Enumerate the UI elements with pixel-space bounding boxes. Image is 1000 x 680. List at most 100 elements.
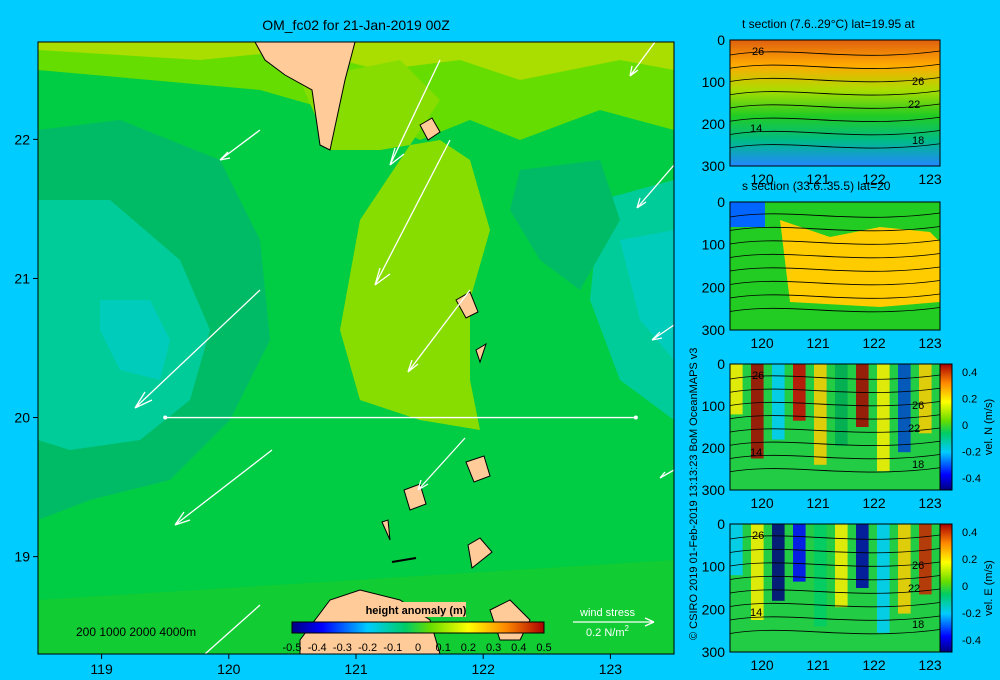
panel-x-tick-label: 120 [750, 657, 774, 673]
panel-contour-label: 14 [750, 447, 762, 459]
panel-colorbar-tick: 0.4 [962, 367, 977, 379]
panel-contour [729, 63, 941, 69]
panel-contour [729, 212, 941, 218]
panel-colorbar-tick: 0 [962, 420, 968, 432]
panel-contour-label: 26 [752, 46, 764, 58]
panel-velocity-band [898, 364, 911, 453]
panel-velocity-band [856, 524, 869, 588]
panel-y-tick-label: 200 [702, 440, 726, 456]
colorbar-tick-label: 0.3 [486, 642, 501, 654]
panel-colorbar-strip [939, 523, 953, 653]
panel-colorbar-tick: 0.4 [962, 527, 977, 539]
panel-x-tick-label: 120 [750, 171, 774, 187]
colorbar-strip [291, 621, 545, 634]
panel-contour [729, 454, 941, 460]
wind-arrow [134, 289, 261, 409]
section-panel-4: 26 26 22 14 18 120 121 122 123 0 100 200 300 0.4 0.2 0 -… [702, 516, 995, 673]
panel-salinity-max [780, 220, 940, 307]
panel-y-tick-label: 0 [717, 516, 725, 532]
panel-colorbar-label: vel. N (m/s) [983, 399, 995, 455]
panel-y-tick-label: 0 [717, 194, 725, 210]
panel-velocity-band [898, 524, 911, 614]
colorbar-tick-label: -0.5 [283, 642, 302, 654]
panel-contour [729, 143, 941, 149]
panel-y-tick-label: 0 [717, 356, 725, 372]
map-axes: 119 120 121 122 123 22 21 20 19 [14, 131, 622, 677]
map-field-west-lowest [100, 300, 170, 380]
colorbar-tick-label: 0.4 [511, 642, 526, 654]
panel-velocity-band [877, 364, 890, 472]
wind-arrow [636, 164, 674, 209]
panel-y-tick-label: 200 [702, 116, 726, 132]
wind-arrow [651, 324, 674, 341]
panel-y-tick-label: 100 [702, 74, 726, 90]
panel-frame [729, 39, 941, 167]
land-island-5 [403, 483, 427, 511]
panel-velocity-band [751, 524, 764, 620]
credit-text: © CSIRO 2019 01-Feb-2019 13:13:23 BoM Oc… [688, 348, 700, 640]
panel-contour-label: 22 [908, 99, 920, 111]
panel-x-tick-label: 123 [918, 335, 942, 351]
wind-arrow [204, 604, 261, 654]
panel-contour [729, 239, 941, 245]
y-tick-label: 19 [14, 549, 30, 565]
panel-velocity-band [730, 364, 743, 415]
height-anomaly-colorbar: height anomaly (m) -0.5 -0.4 -0.3 -0.2 -0.1 0… [283, 602, 552, 654]
panel-colorbar-tick: -0.4 [962, 473, 981, 485]
y-tick-label: 21 [14, 270, 30, 286]
panel-colorbar-tick: -0.2 [962, 447, 981, 459]
x-tick-label: 121 [344, 661, 368, 677]
panel-contour [729, 307, 941, 313]
panel-contour [729, 90, 941, 96]
panel-contour [729, 387, 941, 393]
colorbar-tick-label: 0 [415, 642, 421, 654]
panel-contour [729, 534, 941, 540]
panel-velocity-band [772, 364, 785, 440]
panel-contour [729, 280, 941, 286]
colorbar-tick-label: -0.4 [308, 642, 327, 654]
panel-contour-label: 18 [912, 459, 924, 471]
panel-contour-label: 18 [912, 619, 924, 631]
panel-contour [729, 116, 941, 122]
panel-contour-label: 26 [752, 530, 764, 542]
panel-velocity-band [751, 364, 764, 459]
panel-contour [729, 427, 941, 433]
colorbar-tick-label: 0.1 [436, 642, 451, 654]
colorbar-tick-label: -0.1 [383, 642, 402, 654]
x-tick-label: 119 [90, 661, 113, 677]
panel-x-tick-label: 121 [806, 171, 830, 187]
panel-contour [729, 374, 941, 380]
colorbar-title: height anomaly (m) [366, 605, 467, 617]
section-panel-2: s section (33.6..35.5) lat=20 120 121 122 12… [702, 179, 942, 351]
panel-contour [729, 588, 941, 594]
panel-contour [729, 602, 941, 608]
section-panel-3: 26 26 22 14 18 120 121 122 123 0 100 200 300 0.4 0.2 0 -… [702, 356, 995, 511]
wind-arrow [629, 42, 656, 77]
panel-contour [729, 226, 941, 232]
y-tick-label: 22 [14, 131, 30, 147]
panel-velocity-band [793, 524, 806, 582]
panel-x-tick-label: 123 [918, 657, 942, 673]
panel-x-tick-label: 120 [750, 335, 774, 351]
panel-contour [729, 467, 941, 473]
panel-contour-label: 14 [750, 123, 762, 135]
map-field-east-mid [510, 160, 620, 290]
wind-scale: 0.2 N/m2 [586, 624, 630, 639]
panel-frame [729, 201, 941, 331]
panel-x-tick-label: 122 [862, 495, 886, 511]
panel-colorbar-tick: 0 [962, 581, 968, 593]
panel-y-tick-label: 200 [702, 601, 726, 617]
section-panels: t section (7.6..29°C) lat=19.95 at 26 26 22… [702, 17, 995, 673]
panel-velocity-band [772, 524, 785, 601]
panel-y-tick-label: 100 [702, 237, 726, 253]
section-line [163, 415, 638, 420]
panel-contour [729, 561, 941, 567]
panel-contour [729, 414, 941, 420]
panel-y-tick-label: 200 [702, 279, 726, 295]
panel-velocity-band [877, 524, 890, 633]
land-island-1 [419, 117, 441, 141]
panel-contour-label: 26 [912, 400, 924, 412]
panel-contour [729, 615, 941, 621]
panel-contour [729, 50, 941, 56]
colorbar-tick-label: -0.3 [333, 642, 352, 654]
